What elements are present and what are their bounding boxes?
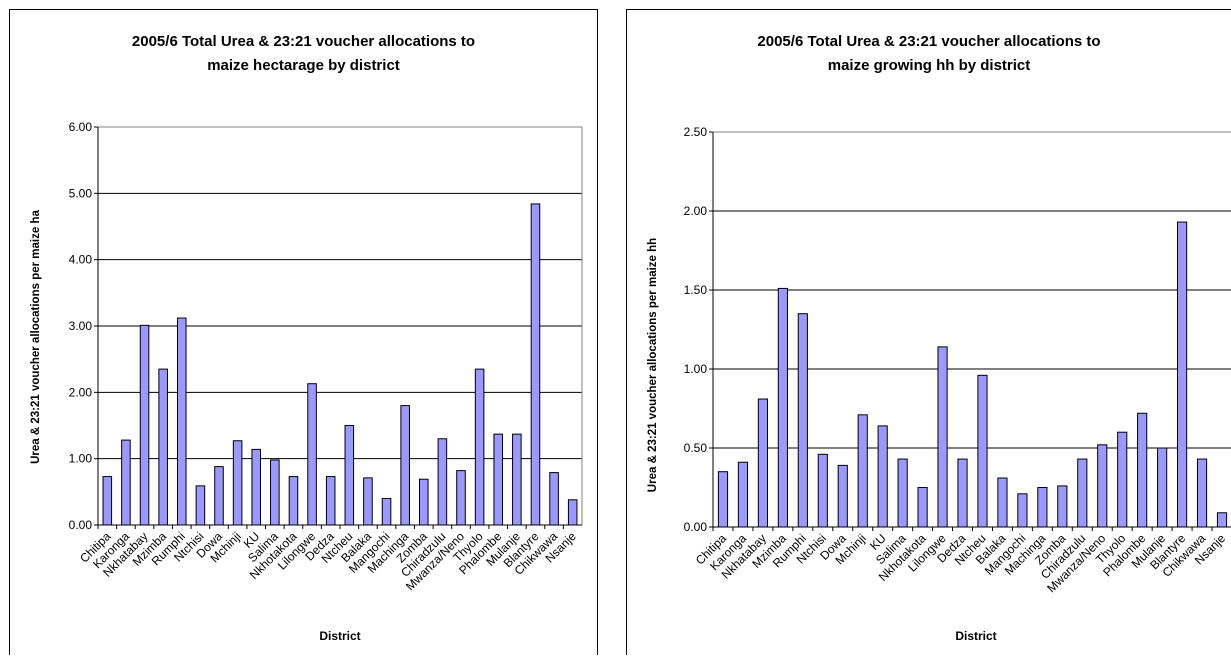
- bar: [757, 398, 768, 528]
- bar: [1117, 431, 1128, 528]
- y-tick-label: 2.00: [684, 204, 708, 218]
- bar-chart-hectarage: 0.001.002.003.004.005.006.00ChitipaKaron…: [30, 120, 583, 643]
- y-axis-label: Urea & 23:21 voucher allocations per mai…: [647, 238, 659, 492]
- bar: [1216, 512, 1228, 528]
- bar: [195, 485, 206, 526]
- bar: [363, 477, 373, 526]
- bar: [567, 499, 578, 526]
- bar: [1077, 458, 1088, 528]
- plot-area-border: [712, 131, 1231, 528]
- bar: [512, 433, 522, 526]
- bar: [1017, 493, 1028, 528]
- bar: [139, 324, 150, 526]
- bar: [897, 458, 908, 528]
- bar: [917, 487, 928, 528]
- y-tick-label: 0.00: [69, 518, 93, 532]
- bar: [251, 448, 262, 526]
- chart-title-line1: 2005/6 Total Urea & 23:21 voucher alloca…: [131, 33, 476, 50]
- y-tick-label: 1.50: [684, 283, 708, 297]
- bar: [493, 433, 504, 526]
- bar: [1037, 487, 1048, 528]
- chart-panel-left: 2005/6 Total Urea & 23:21 voucher alloca…: [9, 9, 598, 655]
- bar: [549, 472, 559, 526]
- bar: [957, 458, 968, 528]
- x-axis-label: District: [319, 629, 360, 643]
- bar: [102, 476, 113, 526]
- bar: [232, 440, 243, 526]
- bar: [1157, 447, 1168, 528]
- bar: [937, 346, 948, 528]
- bar: [456, 470, 466, 526]
- bar: [997, 477, 1008, 528]
- y-tick-label: 5.00: [69, 186, 93, 200]
- chart-title-line2: maize growing hh by district: [827, 57, 1031, 74]
- bar: [400, 405, 410, 526]
- chart-title: 2005/6 Total Urea & 23:21 voucher alloca…: [627, 30, 1231, 78]
- bar: [737, 461, 749, 528]
- y-tick-label: 1.00: [684, 362, 708, 376]
- bar: [1196, 458, 1208, 528]
- bar: [1097, 444, 1108, 528]
- bar: [418, 478, 429, 526]
- chart-title: 2005/6 Total Urea & 23:21 voucher alloca…: [10, 30, 597, 78]
- y-tick-label: 0.50: [684, 441, 708, 455]
- bar: [877, 425, 888, 528]
- bar: [857, 414, 868, 528]
- bar-chart-households: 0.000.501.001.502.002.50ChitipaKarongaNk…: [647, 125, 1231, 643]
- bar: [1177, 221, 1188, 528]
- bar: [797, 313, 808, 528]
- bar: [158, 368, 168, 526]
- x-axis-label: District: [955, 629, 996, 643]
- bar: [1057, 485, 1068, 528]
- chart-title-line1: 2005/6 Total Urea & 23:21 voucher alloca…: [757, 33, 1101, 50]
- chart-panel-right: 2005/6 Total Urea & 23:21 voucher alloca…: [626, 9, 1231, 655]
- bar: [381, 497, 392, 526]
- bar: [1137, 412, 1148, 528]
- bar: [121, 439, 131, 526]
- y-tick-label: 3.00: [69, 319, 93, 333]
- bar: [288, 476, 299, 526]
- bar: [817, 453, 828, 528]
- bar: [307, 383, 317, 526]
- y-tick-label: 2.00: [69, 385, 93, 399]
- chart-title-line2: maize hectarage by district: [207, 57, 400, 74]
- bar: [474, 368, 485, 526]
- bar: [437, 438, 448, 526]
- bar: [176, 317, 187, 526]
- bar: [214, 466, 224, 526]
- bar: [777, 287, 788, 528]
- bar: [530, 203, 541, 526]
- bar: [270, 459, 280, 526]
- y-tick-label: 1.00: [69, 452, 93, 466]
- y-tick-label: 4.00: [69, 253, 93, 267]
- bar: [344, 425, 355, 526]
- bar: [837, 464, 848, 528]
- y-tick-label: 6.00: [69, 120, 93, 134]
- y-tick-label: 0.00: [684, 520, 708, 534]
- y-axis-label: Urea & 23:21 voucher allocations per mai…: [30, 210, 42, 464]
- bar: [977, 374, 988, 528]
- y-tick-label: 2.50: [684, 125, 708, 139]
- bar: [325, 476, 336, 526]
- bar: [717, 471, 729, 528]
